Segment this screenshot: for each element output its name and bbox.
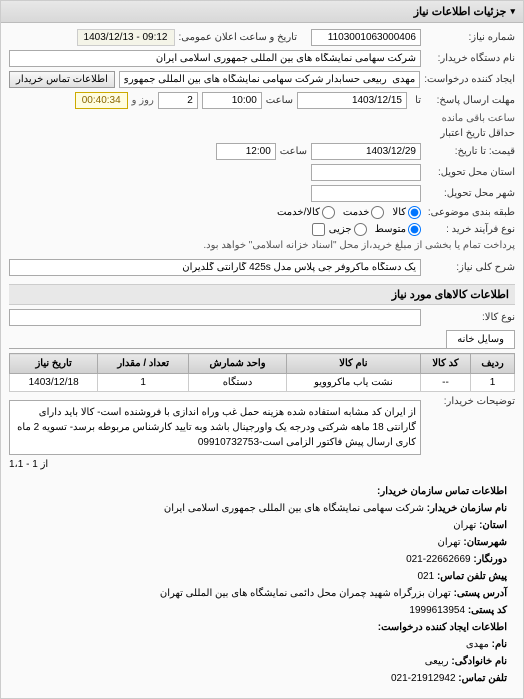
panel-header: ▾ جزئیات اطلاعات نیاز xyxy=(1,1,523,23)
validity-date-input[interactable] xyxy=(311,143,421,160)
panel-title: جزئیات اطلاعات نیاز xyxy=(414,5,507,18)
col-date: تاریخ نیاز xyxy=(10,354,98,374)
announce-date: 09:12 - 1403/12/13 xyxy=(77,29,175,46)
validity-time-label: ساعت xyxy=(280,146,307,157)
city-label: شهرستان: xyxy=(463,537,507,548)
delivery-city-label: شهر محل تحویل: xyxy=(425,188,515,199)
cell-idx: 1 xyxy=(471,374,515,392)
buyer-desc-label: توضیحات خریدار: xyxy=(425,396,515,407)
org-value: شرکت سهامی نمایشگاه های بین المللی جمهور… xyxy=(164,503,424,514)
phone-label: پیش تلفن تماس: xyxy=(437,571,507,582)
fax-value: 22662669-021 xyxy=(406,554,471,565)
fax-label: دورنگار: xyxy=(473,554,507,565)
delivery-state-input[interactable] xyxy=(311,164,421,181)
cell-name: نشت یاب ماکروویو xyxy=(286,374,420,392)
validity-label1: حداقل تاریخ اعتبار xyxy=(425,128,515,139)
packaging-opt-1[interactable]: خدمت xyxy=(343,206,385,219)
post-value: 1999613954 xyxy=(409,605,465,616)
footer-info: اطلاعات تماس سازمان خریدار: نام سازمان خ… xyxy=(9,480,515,692)
collapse-icon[interactable]: ▾ xyxy=(510,6,515,17)
scope-label: نوع فرآیند خرید : xyxy=(425,224,515,235)
buyer-device-label: نام دستگاه خریدار: xyxy=(425,53,515,64)
req-name-value: مهدی xyxy=(466,639,489,650)
scope-opt-0[interactable]: متوسط xyxy=(375,223,421,236)
col-unit: واحد شمارش xyxy=(189,354,287,374)
req-number-label: شماره نیاز: xyxy=(425,32,515,43)
general-desc-label: شرح کلی نیاز: xyxy=(425,262,515,273)
deadline-date-input[interactable] xyxy=(297,92,407,109)
org-label: نام سازمان خریدار: xyxy=(427,503,507,514)
packaging-opt-0[interactable]: کالا xyxy=(392,206,421,219)
countdown-remain-label: ساعت باقی مانده xyxy=(442,113,515,124)
delivery-state-label: استان محل تحویل: xyxy=(425,167,515,178)
countdown-days xyxy=(158,92,198,109)
tab-household[interactable]: وسایل خانه xyxy=(446,330,515,348)
countdown-time: 00:40:34 xyxy=(75,92,128,109)
cell-date: 1403/12/18 xyxy=(10,374,98,392)
col-name: نام کالا xyxy=(286,354,420,374)
details-panel: ▾ جزئیات اطلاعات نیاز شماره نیاز: تاریخ … xyxy=(0,0,524,699)
post-label: کد پستی: xyxy=(468,605,507,616)
packaging-radios: کالا خدمت کالا/خدمت xyxy=(277,206,421,219)
delivery-city-input[interactable] xyxy=(311,185,421,202)
buyer-device-input[interactable] xyxy=(9,50,421,67)
announce-label: تاریخ و ساعت اعلان عمومی: xyxy=(179,32,298,43)
addr-label: آدرس پستی: xyxy=(454,588,507,599)
packaging-opt-2[interactable]: کالا/خدمت xyxy=(277,206,335,219)
deadline-label1: مهلت ارسال پاسخ: xyxy=(425,95,515,106)
state-label: استان: xyxy=(479,520,507,531)
req-last-value: ربیعی xyxy=(425,656,449,667)
req-phone-value: 21912942-021 xyxy=(391,673,456,684)
goods-type-label: نوع کالا: xyxy=(425,312,515,323)
items-table: ردیف کد کالا نام کالا واحد شمارش تعداد /… xyxy=(9,353,515,392)
treasury-checkbox[interactable] xyxy=(312,223,325,236)
req-phone-label: تلفن تماس: xyxy=(458,673,507,684)
addr-value: تهران بزرگراه شهید چمران محل دائمی نمایش… xyxy=(160,588,451,599)
req-number-input[interactable] xyxy=(311,29,421,46)
col-qty: تعداد / مقدار xyxy=(98,354,189,374)
cell-qty: 1 xyxy=(98,374,189,392)
validity-label2: قیمت: تا تاریخ: xyxy=(425,146,515,157)
req-name-label: نام: xyxy=(492,639,507,650)
general-desc-input[interactable] xyxy=(9,259,421,276)
requester-label: ایجاد کننده درخواست: xyxy=(424,74,515,85)
deadline-time-label: ساعت xyxy=(266,95,293,106)
items-section-title: اطلاعات کالاهای مورد نیاز xyxy=(9,284,515,305)
col-code: کد کالا xyxy=(420,354,470,374)
state-value: تهران xyxy=(453,520,476,531)
city-value: تهران xyxy=(438,537,461,548)
deadline-time-input[interactable] xyxy=(202,92,262,109)
scope-radios: متوسط جزیی xyxy=(329,223,421,236)
treasury-note: پرداخت تمام یا بخشی از مبلغ خرید،از محل … xyxy=(203,240,515,251)
req-last-label: نام خانوادگی: xyxy=(451,656,507,667)
contact-buyer-button[interactable]: اطلاعات تماس خریدار xyxy=(9,71,115,88)
cell-code: -- xyxy=(420,374,470,392)
countdown-days-label: روز و xyxy=(132,95,154,106)
items-tabs: وسایل خانه xyxy=(9,330,515,349)
buyer-desc-text: از ایران کد مشابه استفاده شده هزینه حمل … xyxy=(9,400,421,455)
phone-value: 021 xyxy=(418,571,435,582)
goods-type-input[interactable] xyxy=(9,309,421,326)
validity-time-input[interactable] xyxy=(216,143,276,160)
req-creator-title: اطلاعات ایجاد کننده درخواست: xyxy=(17,620,507,636)
deadline-label2: تا xyxy=(411,95,421,106)
pager-text: از 1 - 1،1 xyxy=(9,459,515,470)
packaging-label: طبقه بندی موضوعی: xyxy=(425,207,515,218)
requester-input[interactable] xyxy=(119,71,420,88)
col-idx: ردیف xyxy=(471,354,515,374)
scope-opt-1[interactable]: جزیی xyxy=(329,223,367,236)
footer-title: اطلاعات تماس سازمان خریدار: xyxy=(17,484,507,500)
cell-unit: دستگاه xyxy=(189,374,287,392)
table-row[interactable]: 1 -- نشت یاب ماکروویو دستگاه 1 1403/12/1… xyxy=(10,374,515,392)
